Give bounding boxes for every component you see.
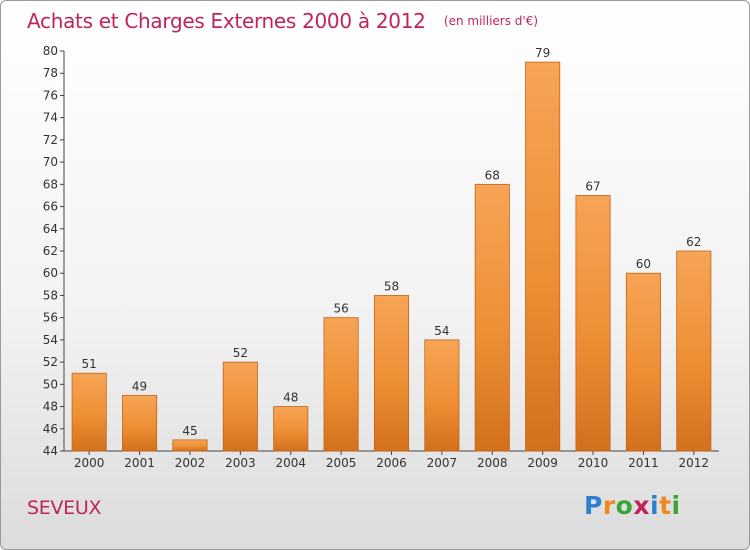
bar bbox=[525, 61, 561, 452]
x-tick-label: 2000 bbox=[74, 456, 105, 470]
x-tick-label: 2002 bbox=[175, 456, 206, 470]
chart-bars bbox=[71, 61, 712, 452]
bar bbox=[424, 339, 460, 452]
x-tick-label: 2001 bbox=[124, 456, 155, 470]
y-tick-label: 48 bbox=[43, 400, 58, 414]
x-tick-label: 2012 bbox=[679, 456, 710, 470]
x-tick-label: 2004 bbox=[275, 456, 306, 470]
logo-letter: t bbox=[659, 491, 672, 520]
bar bbox=[575, 195, 611, 452]
x-tick-label: 2005 bbox=[326, 456, 357, 470]
data-label: 60 bbox=[636, 257, 651, 271]
bar bbox=[122, 395, 158, 452]
data-label: 62 bbox=[686, 235, 701, 249]
data-label: 68 bbox=[485, 168, 500, 182]
bar bbox=[172, 439, 208, 452]
x-tick-label: 2007 bbox=[427, 456, 458, 470]
logo-letter: i bbox=[650, 491, 660, 520]
y-tick-label: 54 bbox=[43, 333, 58, 347]
y-tick-label: 66 bbox=[43, 200, 58, 214]
x-tick-label: 2011 bbox=[628, 456, 659, 470]
chart-title: Achats et Charges Externes 2000 à 2012 (… bbox=[27, 9, 538, 33]
bar bbox=[625, 272, 661, 452]
bar bbox=[373, 295, 410, 452]
x-tick-label: 2003 bbox=[225, 456, 256, 470]
y-tick-label: 70 bbox=[43, 155, 58, 169]
data-label: 51 bbox=[82, 357, 97, 371]
x-tick-label: 2006 bbox=[376, 456, 407, 470]
y-tick-label: 56 bbox=[43, 311, 58, 325]
data-label: 52 bbox=[233, 346, 248, 360]
logo-letter: i bbox=[671, 491, 681, 520]
commune-name: SEVEUX bbox=[27, 497, 102, 519]
data-label: 79 bbox=[535, 46, 550, 60]
bar bbox=[273, 406, 309, 452]
y-tick-label: 68 bbox=[43, 177, 58, 191]
logo-letter: x bbox=[633, 491, 650, 520]
x-tick-labels: 2000 2001 2002 2003 2004 2005 2006 2007 2008 2009… bbox=[74, 456, 709, 470]
logo-letter: r bbox=[602, 491, 616, 520]
data-label: 49 bbox=[132, 379, 147, 393]
bar bbox=[676, 250, 712, 452]
y-tick-label: 46 bbox=[43, 422, 58, 436]
x-tick-label: 2008 bbox=[477, 456, 508, 470]
logo-letter: P bbox=[584, 491, 603, 520]
y-tick-label: 72 bbox=[43, 133, 58, 147]
bar bbox=[222, 361, 258, 452]
bar bbox=[71, 372, 107, 452]
x-tick-label: 2009 bbox=[527, 456, 558, 470]
chart-title-text: Achats et Charges Externes 2000 à 2012 bbox=[27, 9, 426, 33]
y-tick-label: 62 bbox=[43, 244, 58, 258]
data-label: 45 bbox=[182, 424, 197, 438]
data-label: 56 bbox=[333, 302, 348, 316]
data-label: 54 bbox=[434, 324, 449, 338]
y-tick-label: 44 bbox=[43, 444, 58, 458]
y-tick-label: 64 bbox=[43, 222, 58, 236]
y-tick-label: 74 bbox=[43, 111, 58, 125]
y-tick-label: 60 bbox=[43, 266, 58, 280]
y-tick-label: 52 bbox=[43, 355, 58, 369]
logo-letter: o bbox=[615, 491, 634, 520]
y-tick-label: 80 bbox=[43, 44, 58, 58]
data-labels: 51 49 45 52 48 56 58 54 68 79 67 60 62 bbox=[82, 46, 702, 438]
y-tick-label: 76 bbox=[43, 88, 58, 102]
bar bbox=[323, 317, 359, 452]
chart-unit: (en milliers d'€) bbox=[443, 14, 539, 28]
y-tick-label: 58 bbox=[43, 288, 58, 302]
bar bbox=[474, 183, 510, 452]
y-tick-labels: 44 46 48 50 52 54 56 58 60 62 64 66 68 70 72 74 76 78 80 bbox=[43, 44, 58, 458]
x-tick-label: 2010 bbox=[578, 456, 609, 470]
proxiti-logo: Proxiti bbox=[584, 491, 681, 520]
data-label: 67 bbox=[585, 179, 600, 193]
data-label: 58 bbox=[384, 279, 399, 293]
y-tick-label: 78 bbox=[43, 66, 58, 80]
y-tick-label: 50 bbox=[43, 377, 58, 391]
data-label: 48 bbox=[283, 391, 298, 405]
